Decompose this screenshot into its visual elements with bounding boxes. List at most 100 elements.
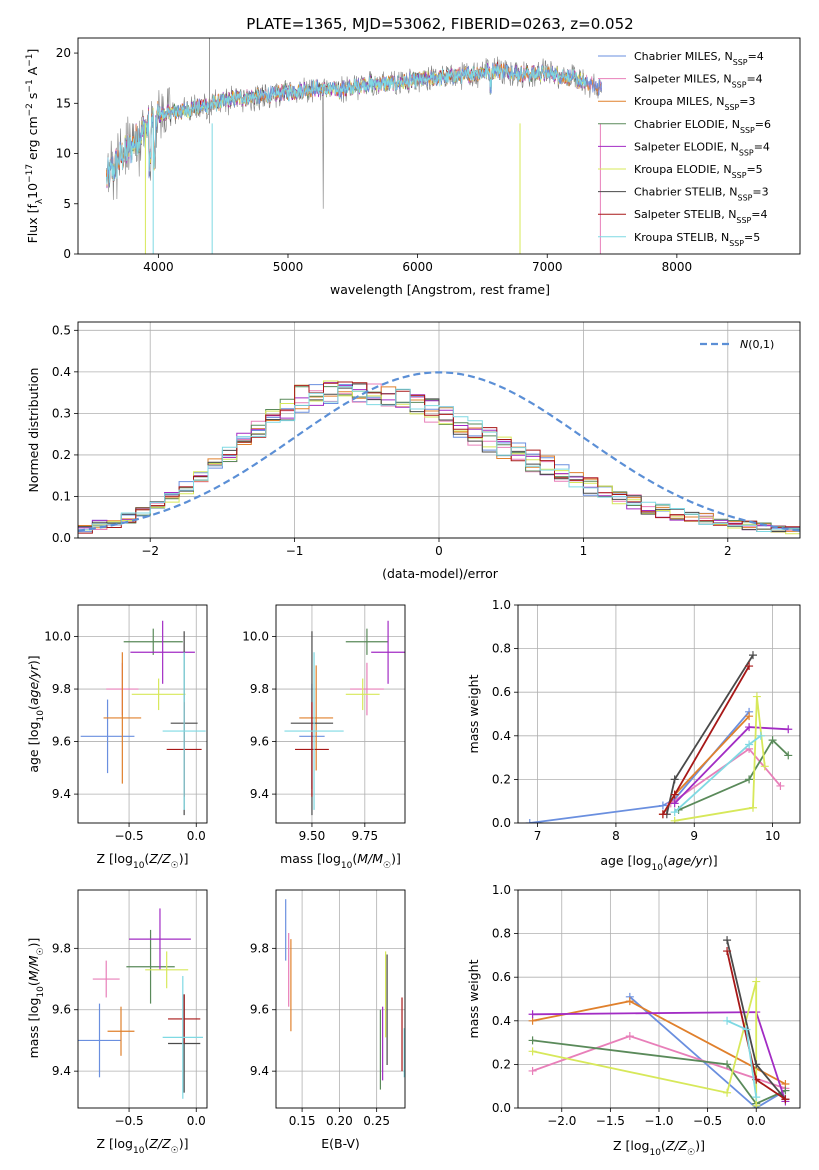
weight-marker	[528, 1047, 537, 1056]
weight-marker	[742, 1025, 751, 1034]
x-axis-label: mass [log10(M/M☉)]	[280, 851, 401, 871]
y-tick-label: 9.4	[250, 787, 269, 801]
x-tick-label: 0.25	[363, 1114, 390, 1128]
weight-marker	[749, 651, 757, 660]
x-tick-label: 7000	[532, 260, 563, 274]
weight-marker	[752, 692, 761, 701]
y-tick-label: 15	[56, 96, 71, 110]
axes-frame	[77, 604, 208, 824]
y-tick-label: 0.4	[52, 365, 71, 379]
x-tick-label: 6000	[402, 260, 433, 274]
weight-marker	[776, 781, 785, 790]
model-spectrum-6	[106, 63, 587, 185]
weight-marker	[670, 816, 679, 823]
weight-marker	[670, 799, 679, 808]
axes-frame	[275, 889, 406, 1109]
plot-area	[528, 936, 790, 1108]
plot-area	[78, 371, 800, 538]
y-tick-label: 0.4	[492, 1014, 511, 1028]
legend-entry: Kroupa ELODIE, NSSP=5	[634, 163, 763, 180]
weight-marker	[723, 936, 732, 945]
weight-marker	[749, 803, 757, 812]
y-tick-label: 0.2	[52, 448, 71, 462]
x-tick-label: 5000	[273, 260, 304, 274]
plot-area	[80, 620, 206, 816]
y-tick-label: 5	[63, 197, 71, 211]
plot-area	[285, 899, 405, 1090]
axes-frame	[517, 889, 801, 1109]
y-tick-label: 9.6	[250, 735, 269, 749]
weight-marker	[752, 1101, 761, 1108]
weight-marker	[723, 1088, 732, 1097]
weight-marker	[745, 775, 754, 784]
legend-entry: Chabrier MILES, NSSP=4	[634, 50, 764, 67]
axes-frame	[77, 889, 208, 1109]
weight-marker	[670, 790, 679, 799]
legend-entry: Kroupa STELIB, NSSP=5	[634, 231, 760, 248]
x-tick-label: −1	[286, 544, 304, 558]
y-tick-label: 0.6	[492, 685, 511, 699]
y-axis-label: age [log10(age/yr)]	[26, 655, 46, 772]
legend-entry: Salpeter STELIB, NSSP=4	[634, 208, 767, 225]
weight-line-4	[678, 738, 789, 811]
y-tick-label: 0	[63, 247, 71, 261]
weight-marker	[723, 1016, 732, 1025]
weight-marker	[745, 712, 754, 721]
y-tick-label: 0.5	[52, 323, 71, 337]
x-tick-label: −0.5	[114, 829, 143, 843]
y-axis-label: mass weight	[466, 959, 481, 1038]
weight-marker	[625, 997, 634, 1006]
y-tick-label: 9.8	[52, 682, 71, 696]
y-tick-label: 10	[56, 147, 71, 161]
weight-marker	[723, 947, 732, 956]
x-tick-label: 8000	[662, 260, 693, 274]
weight-marker	[768, 736, 777, 745]
plot-area	[106, 38, 603, 254]
y-axis-label: Normed distribution	[26, 368, 41, 493]
x-axis-label: Z [log10(Z/Z☉)]	[97, 1136, 189, 1156]
weight-marker	[528, 1066, 537, 1075]
axes-frame	[517, 604, 801, 824]
panel-weight-vs-Z: −2.0 −1.5 −1.0 −0.5 0.0 0.0 0.2 0.4 0.6 0.8 1.0 Z […	[466, 883, 801, 1158]
y-tick-label: 9.4	[52, 787, 71, 801]
x-tick-label: 0.0	[747, 1114, 766, 1128]
y-tick-label: 0.0	[492, 1101, 511, 1115]
axes-frame	[77, 37, 801, 255]
x-tick-label: 0.0	[187, 1114, 206, 1128]
model-spectrum-7	[106, 62, 587, 187]
y-tick-label: 0.0	[492, 816, 511, 830]
x-tick-label: 0	[435, 544, 443, 558]
x-tick-label: −2.0	[547, 1114, 576, 1128]
weight-marker	[525, 819, 534, 823]
y-tick-label: 1.0	[492, 883, 511, 897]
weight-marker	[745, 723, 754, 732]
panel-age-vs-Z: −0.5 0.0 9.4 9.6 9.8 10.0 Z [log10(Z/Z☉)] age […	[26, 604, 208, 871]
y-tick-label: 9.4	[52, 1064, 71, 1078]
y-tick-label: 10.0	[242, 630, 269, 644]
plot-area	[525, 651, 793, 823]
weight-marker	[756, 731, 765, 740]
x-tick-label: 0.20	[326, 1114, 353, 1128]
y-tick-label: 9.8	[250, 941, 269, 955]
x-tick-label: 10	[765, 829, 780, 843]
x-tick-label: −0.5	[114, 1114, 143, 1128]
y-tick-label: 20	[56, 46, 71, 60]
x-tick-label: −0.5	[693, 1114, 722, 1128]
axes-frame	[275, 604, 406, 824]
panel-weight-vs-age: 7 8 9 10 0.0 0.2 0.4 0.6 0.8 1.0 age [log10(age/yr…	[466, 598, 801, 873]
y-tick-label: 0.8	[492, 927, 511, 941]
x-tick-label: 9	[690, 829, 698, 843]
y-axis-label: Flux [fλ10−17 erg cm−2 s−1 A−1]	[25, 49, 45, 244]
legend-entry: Chabrier ELODIE, NSSP=6	[634, 118, 771, 135]
figure-title: PLATE=1365, MJD=53062, FIBERID=0263, z=0…	[246, 15, 633, 33]
x-tick-label: 0.0	[187, 829, 206, 843]
axes-frame	[77, 321, 801, 539]
weight-marker	[752, 977, 761, 986]
weight-marker	[625, 1032, 634, 1041]
x-axis-label: age [log10(age/yr)]	[600, 853, 717, 873]
weight-line-6	[532, 981, 758, 1106]
x-tick-label: 9.50	[299, 829, 326, 843]
weight-marker	[670, 775, 679, 784]
y-tick-label: 0.4	[492, 729, 511, 743]
